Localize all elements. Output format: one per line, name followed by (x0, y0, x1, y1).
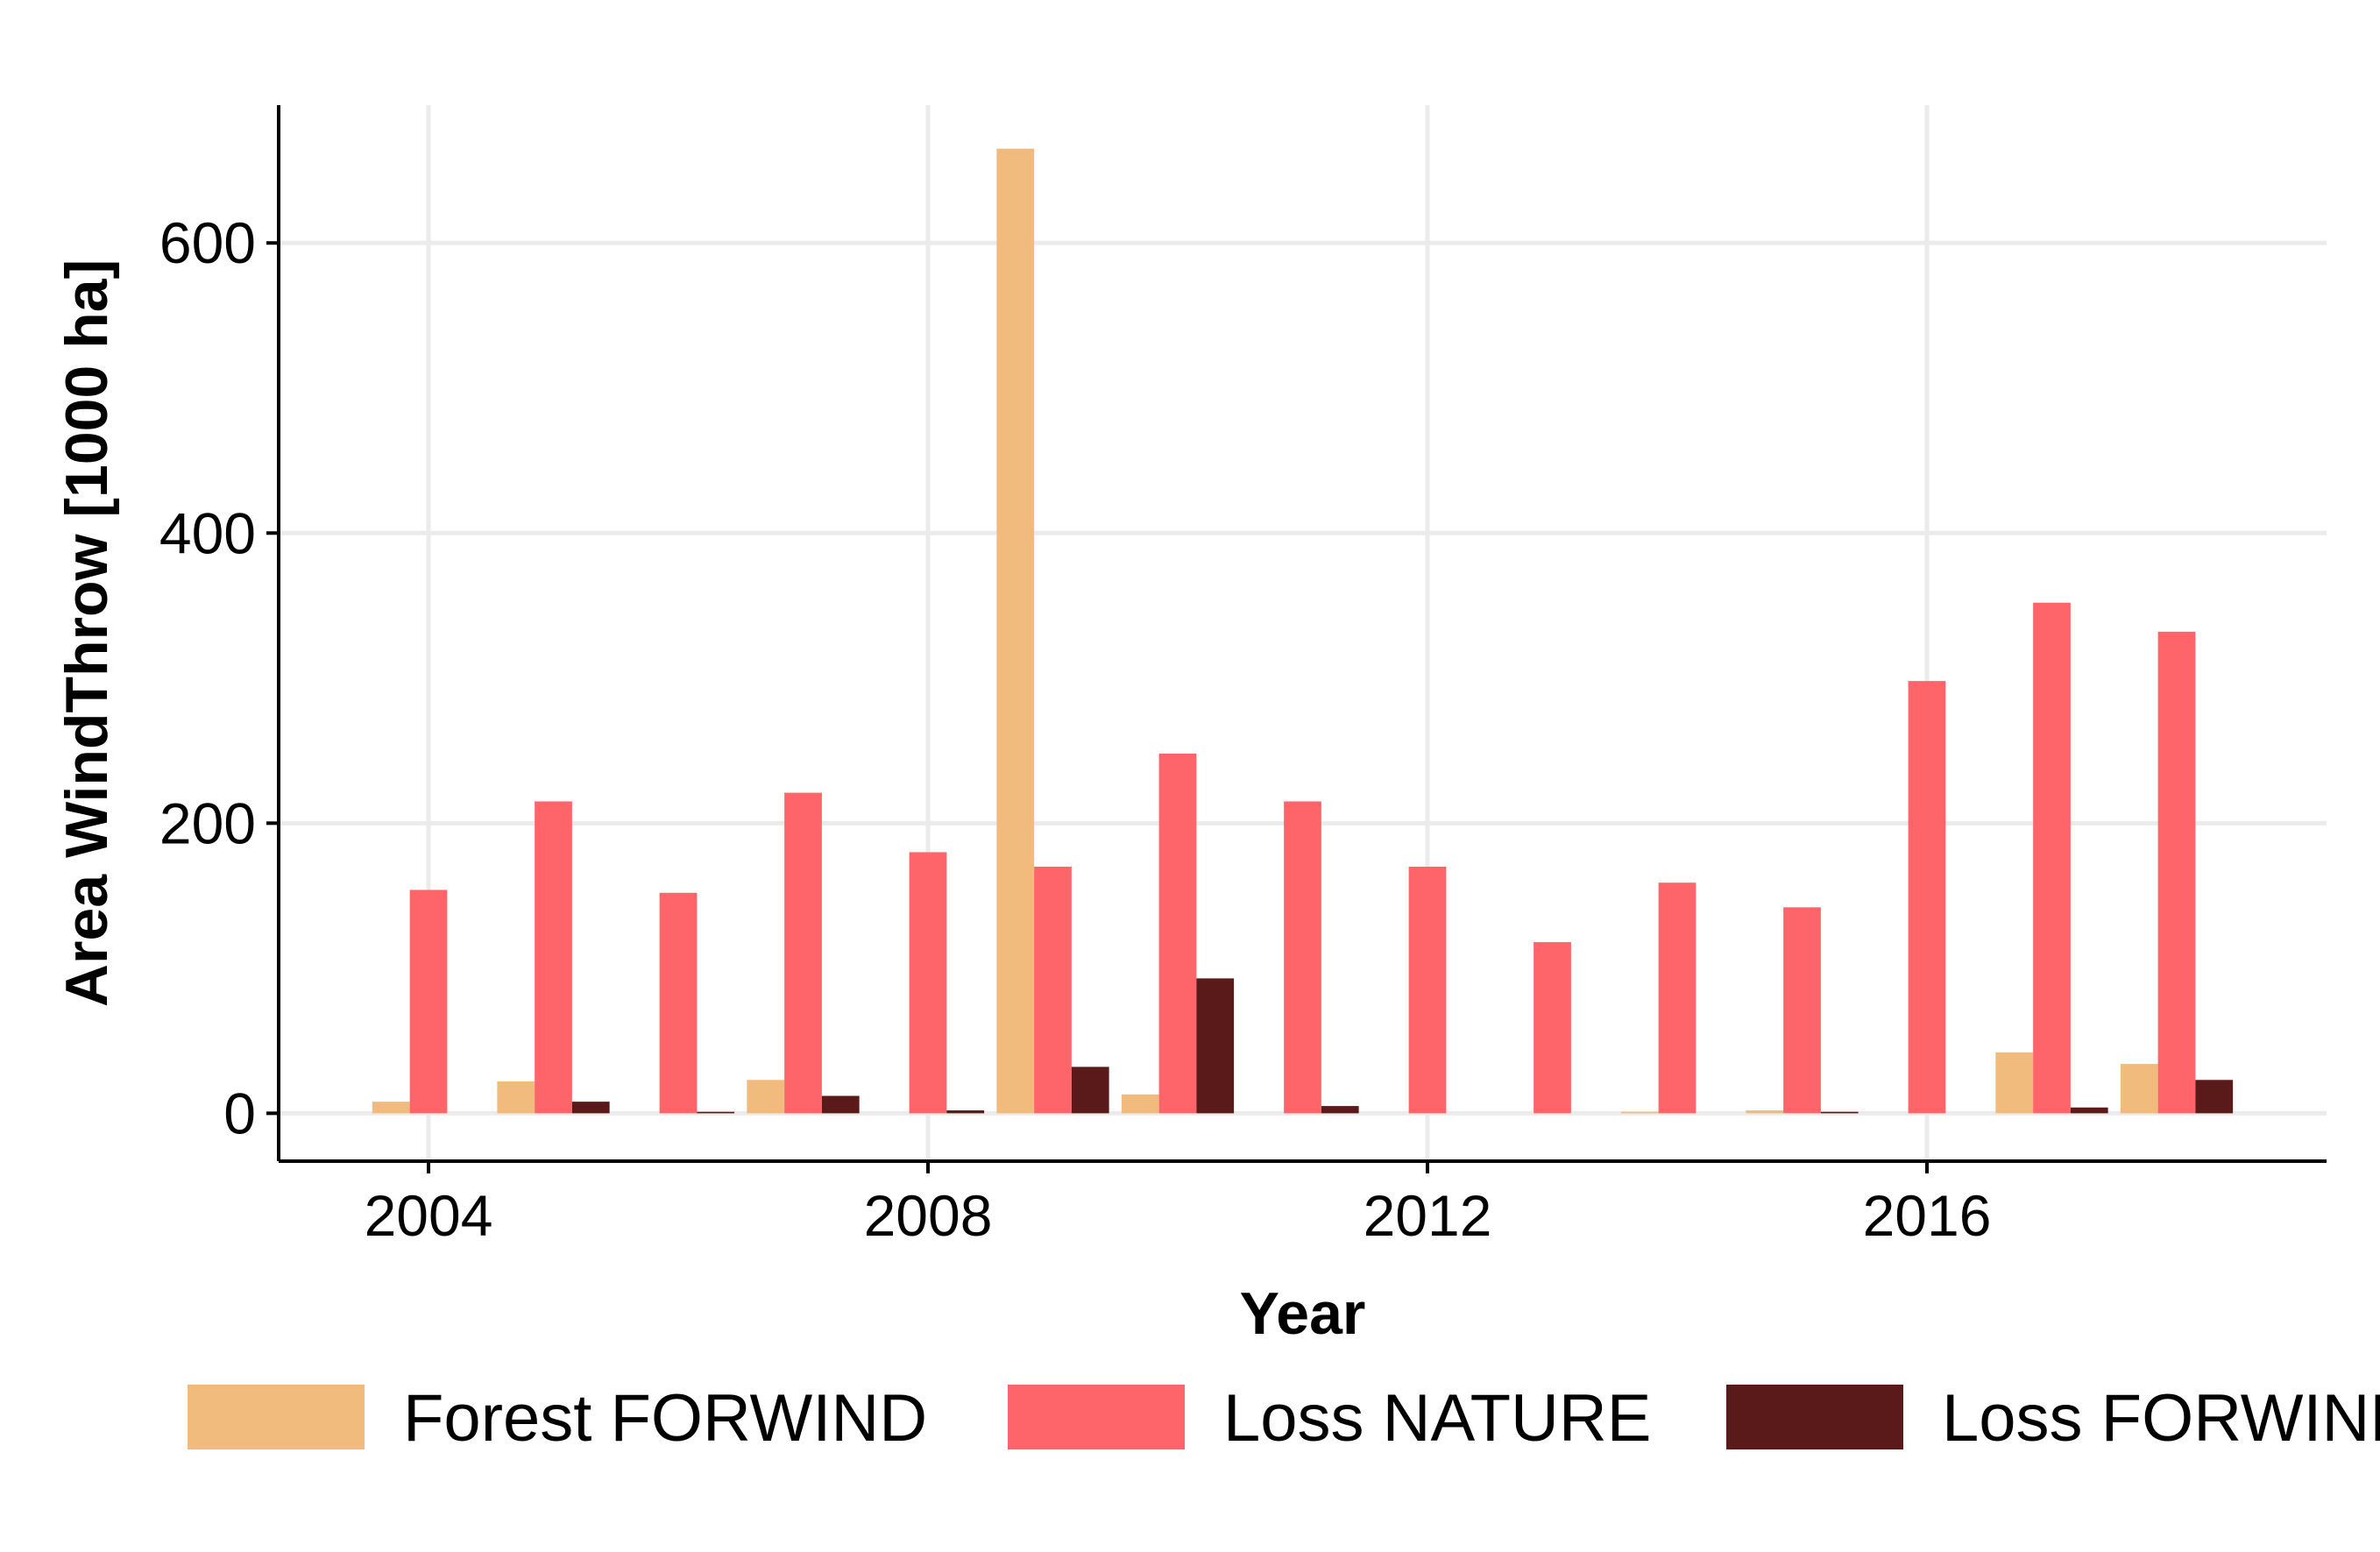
legend-key-forest-forwind (188, 1385, 365, 1449)
bar-forest-forwind-2009 (996, 148, 1035, 1114)
bar-loss-nature-2010 (1158, 753, 1197, 1114)
bar-loss-nature-2013 (1534, 942, 1571, 1114)
legend-label-forest-forwind: Forest FORWIND (403, 1381, 927, 1456)
bar-loss-forwind-2015 (1820, 1111, 1859, 1114)
y-axis-ticks: 0 200 400 600 (159, 210, 279, 1145)
bar-loss-nature-2017 (2033, 602, 2071, 1114)
bar-loss-forwind-2007 (821, 1095, 860, 1114)
bar-loss-nature-2014 (1658, 882, 1696, 1114)
y-tick-label-600: 600 (159, 210, 256, 275)
bar-loss-nature-2005 (535, 801, 572, 1114)
bar-forest-forwind-2004 (372, 1102, 410, 1114)
bar-loss-nature-2008 (909, 852, 947, 1114)
x-tick-label-2016: 2016 (1863, 1183, 1992, 1248)
bar-loss-forwind-2010 (1196, 978, 1235, 1114)
bar-forest-forwind-2010 (1121, 1094, 1159, 1114)
bar-forest-forwind-2018 (2120, 1064, 2158, 1114)
legend-key-loss-nature (1008, 1385, 1185, 1449)
x-tick-label-2008: 2008 (864, 1183, 993, 1248)
x-axis-ticks: 2004 2008 2012 2016 (365, 1161, 1992, 1248)
y-tick-label-200: 200 (159, 790, 256, 855)
y-tick-label-0: 0 (223, 1081, 256, 1145)
bar-loss-forwind-2006 (697, 1111, 735, 1114)
bar-loss-nature-2009 (1034, 866, 1072, 1114)
bar-forest-forwind-2017 (1995, 1052, 2034, 1114)
bar-forest-forwind-2007 (747, 1080, 785, 1114)
bar-loss-nature-2004 (409, 889, 448, 1114)
x-tick-label-2012: 2012 (1364, 1183, 1492, 1248)
bar-loss-forwind-2009 (1071, 1067, 1109, 1114)
bar-loss-nature-2018 (2157, 631, 2196, 1114)
legend-key-loss-forwind (1726, 1385, 1903, 1449)
x-tick-label-2004: 2004 (365, 1183, 493, 1248)
bar-loss-forwind-2008 (946, 1110, 985, 1114)
y-axis-title: Area WindThrow [1000 ha] (53, 259, 120, 1007)
bar-loss-forwind-2011 (1321, 1106, 1359, 1114)
bar-forest-forwind-2015 (1746, 1110, 1784, 1114)
bar-marks (372, 148, 2234, 1114)
bar-loss-nature-2006 (659, 892, 698, 1114)
bar-loss-forwind-2005 (571, 1102, 610, 1114)
bar-loss-nature-2011 (1284, 801, 1321, 1114)
bar-loss-forwind-2018 (2195, 1080, 2234, 1114)
bar-loss-nature-2007 (784, 792, 822, 1114)
bar-loss-nature-2016 (1908, 681, 1946, 1114)
bar-forest-forwind-2005 (497, 1081, 535, 1114)
bar-loss-nature-2015 (1783, 907, 1821, 1114)
legend: Forest FORWIND Loss NATURE Loss FORWIND (188, 1381, 2380, 1456)
legend-label-loss-forwind: Loss FORWIND (1942, 1381, 2380, 1456)
legend-label-loss-nature: Loss NATURE (1223, 1381, 1651, 1456)
y-tick-label-400: 400 (159, 500, 256, 565)
bar-loss-forwind-2017 (2070, 1107, 2108, 1114)
bar-loss-nature-2012 (1408, 866, 1447, 1114)
x-axis-title: Year (1240, 1280, 1366, 1347)
bar-forest-forwind-2014 (1620, 1111, 1659, 1114)
